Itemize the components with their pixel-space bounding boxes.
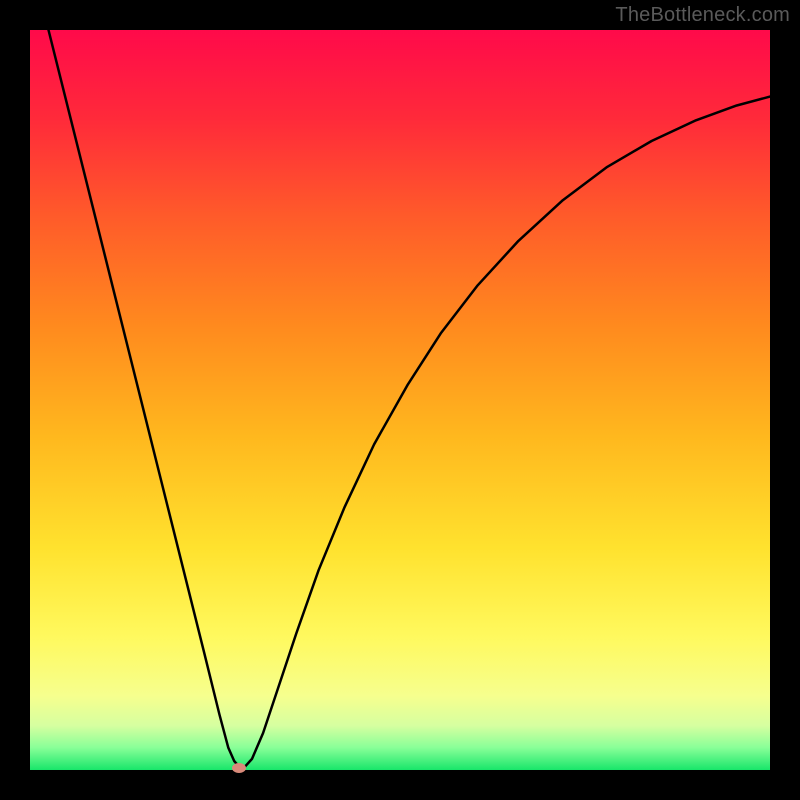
minimum-marker: [232, 763, 246, 773]
curve-layer: [30, 30, 770, 770]
chart-container: TheBottleneck.com: [0, 0, 800, 800]
bottleneck-curve: [49, 30, 771, 767]
watermark-text: TheBottleneck.com: [615, 4, 790, 27]
plot-area: [30, 30, 770, 770]
